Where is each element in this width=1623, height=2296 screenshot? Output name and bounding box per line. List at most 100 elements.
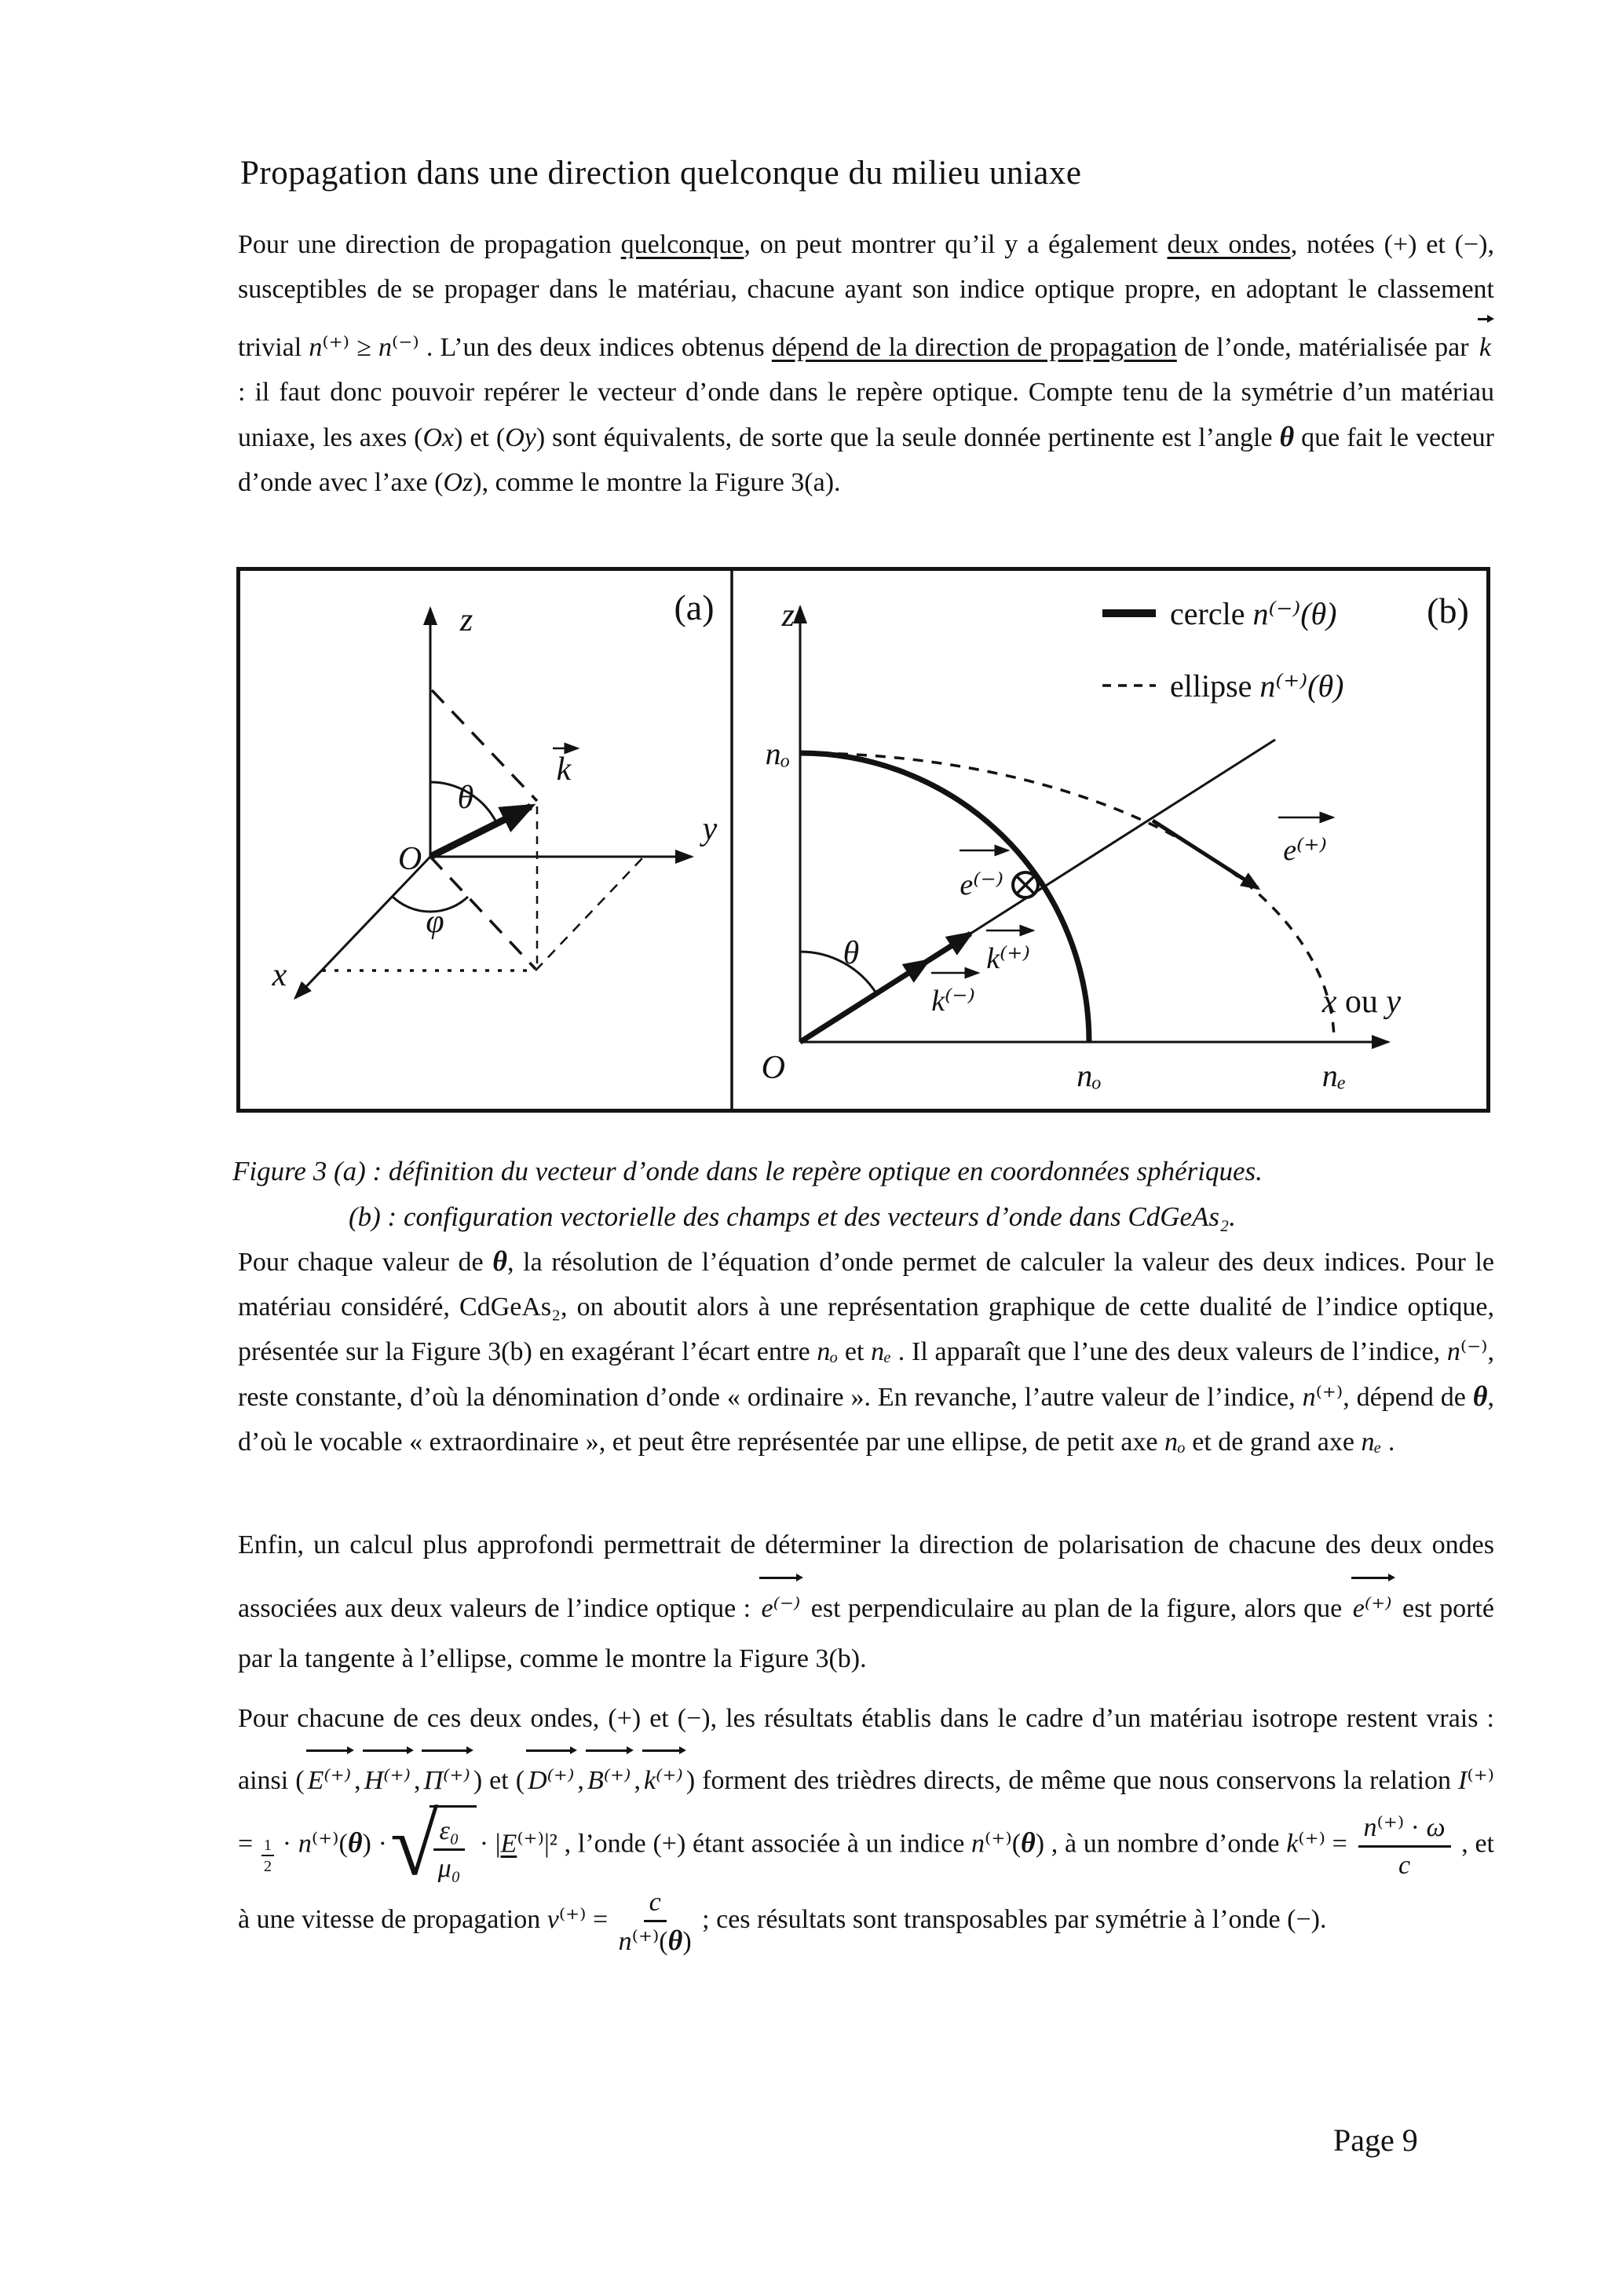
text-run: et <box>838 1337 872 1366</box>
text-run: θ <box>667 1925 683 1957</box>
figure-caption: Figure 3 (a) : définition du vecteur d’o… <box>232 1149 1504 1240</box>
text-run: 2 <box>263 1858 272 1876</box>
text-run: , <box>634 1766 641 1795</box>
text-run: nₒ <box>1164 1428 1186 1457</box>
x-ou-y-ou: ou <box>1336 984 1386 1020</box>
circle-n-minus <box>799 750 1092 1043</box>
vector-arrow-icon <box>1351 1577 1389 1579</box>
origin-label-a: O <box>398 841 422 877</box>
x-ou-y-x: x <box>1321 984 1337 1020</box>
vector-arrow-icon <box>1477 318 1489 320</box>
text-run: ⁽⁻⁾, reste constante, d’où la dénominati… <box>238 1337 1494 1412</box>
vector-base: E⁽⁺⁾ <box>307 1766 352 1795</box>
ellipse-n-plus <box>799 751 1336 1043</box>
vector-arrow-icon <box>305 1749 349 1752</box>
text-run: quelconque <box>620 230 744 259</box>
n-o-x-label: nₒ <box>1077 1058 1101 1093</box>
text-run: Pour une direction de propagation <box>238 230 621 259</box>
vector-arrow-icon <box>422 1749 467 1752</box>
e-plus-label: e⁽⁺⁾ <box>1283 834 1327 867</box>
n-e-x-label: nₑ <box>1322 1058 1347 1093</box>
text-run: deux ondes <box>1167 230 1291 259</box>
text-run: θ <box>492 1245 507 1277</box>
fraction-denominator: c <box>1398 1848 1410 1881</box>
text-run: ⁽⁺⁾( <box>985 1829 1022 1859</box>
theta-label-b: θ <box>843 935 860 971</box>
text-run: , <box>354 1766 361 1795</box>
figure-panel-b-labels: z O nₒ nₒ nₑ θ k⁽⁻⁾ k⁽⁺⁾ e⁽⁻⁾ e⁽⁺⁾ x ou … <box>762 590 1469 1093</box>
text-run: ) <box>682 1927 692 1957</box>
theta-label-a: θ <box>458 780 474 816</box>
text-run: et de grand axe <box>1185 1428 1362 1457</box>
text-run: ⁽⁺⁾ ≥ <box>322 333 379 362</box>
text-run: ) sont équivalents, de sorte que la seul… <box>536 423 1280 452</box>
text-run: ), comme le montre la Figure 3(a). <box>473 468 841 497</box>
figure-3: z y x O θ φ k (a) <box>236 567 1490 1113</box>
text-run: E <box>500 1829 517 1859</box>
text-run: : il faut donc pouvoir repérer le vecteu… <box>238 378 1494 452</box>
panel-a-tag: (a) <box>674 587 714 627</box>
text-run: , la résolution de l’équation d’onde per… <box>238 1248 1494 1366</box>
text-run: nₒ <box>817 1337 839 1366</box>
text-run: nₑ <box>1361 1428 1382 1457</box>
text-run: n <box>1446 1337 1460 1366</box>
vector-symbol: k⁽⁺⁾ <box>641 1743 686 1805</box>
text-run: θ <box>1472 1380 1488 1412</box>
k-plus-label: k⁽⁺⁾ <box>986 942 1030 975</box>
text-run: θ <box>1021 1826 1036 1859</box>
x-ou-y-axis-label: x ou y <box>1321 984 1402 1020</box>
origin-label-b: O <box>762 1050 785 1086</box>
text-run: dépend de la direction de propagation <box>771 333 1177 362</box>
text-run: ε₀ <box>439 1816 459 1846</box>
text-run: est porté par la tangente à l’ellipse, c… <box>238 1594 1495 1673</box>
vector-symbol: E⁽⁺⁾ <box>305 1743 355 1805</box>
vector-arrow-icon <box>642 1749 680 1752</box>
text-run: · | <box>479 1829 501 1859</box>
k-plus-arrow <box>926 930 974 963</box>
text-run: n <box>298 1829 312 1859</box>
dash-plane-point-to-yaxis <box>535 857 643 971</box>
vector-base: e⁽⁺⁾ <box>1352 1594 1392 1623</box>
figure-panel-b <box>793 605 1391 1049</box>
text-run: v <box>546 1905 559 1935</box>
vector-symbol: k <box>1476 312 1494 370</box>
text-run: Oy <box>505 423 536 452</box>
text-run: · <box>276 1829 298 1859</box>
vector-arrow-icon <box>585 1749 628 1752</box>
fraction-numerator: 1 <box>261 1837 275 1857</box>
figure-panel-a <box>293 606 694 1000</box>
figure-3-canvas: z y x O θ φ k (a) <box>272 571 1469 1109</box>
text-run: ⁽⁺⁾( <box>311 1829 348 1859</box>
text-run: c <box>649 1888 661 1918</box>
k-minus-label: k⁽⁻⁾ <box>931 985 975 1018</box>
text-run: , on peut montrer qu’il y a également <box>744 230 1168 259</box>
vector-base: H⁽⁺⁾ <box>364 1766 411 1795</box>
text-run: ) forment des trièdres directs, de même … <box>685 1766 1459 1795</box>
k-minus-arrow <box>799 958 931 1044</box>
fraction-numerator: ε₀ <box>433 1815 465 1852</box>
vector-symbol: H⁽⁺⁾ <box>361 1743 414 1805</box>
vector-arrow-icon <box>759 1577 798 1579</box>
e-minus-label: e⁽⁻⁾ <box>960 868 1003 901</box>
legend-circle-math: n⁽⁻⁾(θ) <box>1252 596 1336 631</box>
text-run: ) · <box>362 1829 387 1859</box>
vector-symbol: Π⁽⁺⁾ <box>420 1743 473 1805</box>
vector-base: D⁽⁺⁾ <box>528 1766 575 1795</box>
theta-arc-b <box>799 950 878 994</box>
e-plus-tangent-arrow <box>1151 818 1261 890</box>
figure-caption-line1: Figure 3 (a) : définition du vecteur d’o… <box>232 1156 1263 1186</box>
text-run: , <box>577 1766 584 1795</box>
vector-symbol: e⁽⁺⁾ <box>1350 1570 1395 1634</box>
text-run: I <box>1458 1766 1468 1795</box>
page-number: Page 9 <box>1333 2122 1418 2158</box>
n-o-z-label: nₒ <box>766 736 790 771</box>
text-run: , notées (+) et (−), susceptibles de se … <box>238 230 1494 362</box>
text-run: ⁽⁺⁾( <box>631 1927 668 1957</box>
radical-icon: √ <box>389 1797 439 1894</box>
text-run: μ₀ <box>437 1854 461 1884</box>
e-minus-otimes-icon <box>1011 871 1040 899</box>
fraction: ε₀ μ₀ <box>433 1815 465 1884</box>
text-run: θ <box>1279 421 1295 452</box>
vector-base: k <box>1479 333 1491 362</box>
